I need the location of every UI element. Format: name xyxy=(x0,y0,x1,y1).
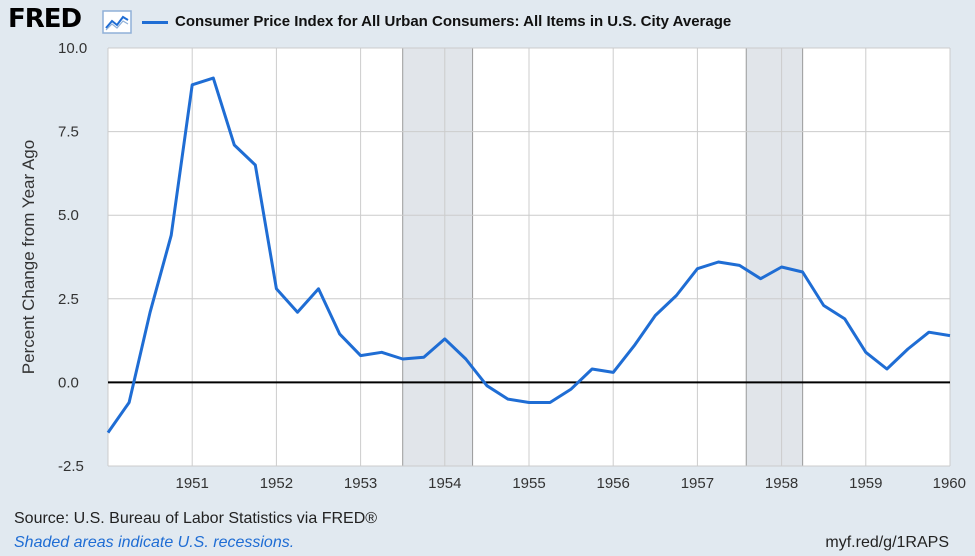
data-point xyxy=(801,271,804,274)
data-point xyxy=(191,83,194,86)
data-point xyxy=(233,143,236,146)
data-point xyxy=(170,234,173,237)
gridlines xyxy=(107,47,951,467)
x-tick-label: 1956 xyxy=(597,475,630,492)
data-point xyxy=(738,264,741,267)
data-point xyxy=(359,354,362,357)
data-point xyxy=(443,337,446,340)
y-tick-label: 10.0 xyxy=(58,40,87,57)
data-point xyxy=(864,351,867,354)
data-point xyxy=(296,311,299,314)
recession-band xyxy=(746,48,803,466)
data-point xyxy=(317,287,320,290)
x-tick-label: 1957 xyxy=(681,475,714,492)
data-point xyxy=(485,384,488,387)
data-point xyxy=(633,344,636,347)
data-point xyxy=(212,77,215,80)
data-point xyxy=(927,331,930,334)
data-point xyxy=(654,314,657,317)
y-axis-ticks: 10.0 7.5 5.0 2.5 0.0 -2.5 xyxy=(58,40,87,475)
data-point xyxy=(612,371,615,374)
data-point xyxy=(254,164,257,167)
data-point xyxy=(149,311,152,314)
data-point xyxy=(422,356,425,359)
series-line xyxy=(106,76,951,434)
chart: 10.07.55.02.50.0-2.5 1951 1952 1953 1954 195… xyxy=(19,40,966,492)
data-point xyxy=(338,332,341,335)
data-point xyxy=(949,334,952,337)
fred-logo[interactable]: FRED xyxy=(8,4,82,34)
x-tick-label: 1953 xyxy=(344,475,377,492)
short-link[interactable]: myf.red/g/1RAPS xyxy=(825,534,949,551)
recession-band xyxy=(402,48,473,466)
data-point xyxy=(506,398,509,401)
data-point xyxy=(759,277,762,280)
data-point xyxy=(717,261,720,264)
source-note: Source: U.S. Bureau of Labor Statistics … xyxy=(14,510,378,527)
x-tick-label: 1954 xyxy=(428,475,461,492)
x-tick-label: 1959 xyxy=(849,475,882,492)
data-point xyxy=(906,347,909,350)
y-tick-label: 2.5 xyxy=(58,291,79,308)
x-tick-label: 1952 xyxy=(260,475,293,492)
data-point xyxy=(464,357,467,360)
data-point xyxy=(107,431,110,434)
y-tick-label: 0.0 xyxy=(58,374,79,391)
recession-note: Shaded areas indicate U.S. recessions. xyxy=(14,534,295,551)
x-tick-label: 1958 xyxy=(765,475,798,492)
data-point xyxy=(549,401,552,404)
data-point xyxy=(275,287,278,290)
data-point xyxy=(780,266,783,269)
legend-label: Consumer Price Index for All Urban Consu… xyxy=(175,13,732,30)
y-tick-label: 5.0 xyxy=(58,207,79,224)
data-point xyxy=(675,294,678,297)
data-point xyxy=(591,368,594,371)
x-tick-label: 1955 xyxy=(512,475,545,492)
data-point xyxy=(128,401,131,404)
data-point xyxy=(380,351,383,354)
recession-shading xyxy=(402,48,804,466)
legend-swatch xyxy=(142,21,168,24)
chart-line-icon xyxy=(102,10,132,34)
x-tick-label: 1951 xyxy=(176,475,209,492)
data-point xyxy=(885,368,888,371)
y-axis-label: Percent Change from Year Ago xyxy=(19,140,38,374)
y-tick-label: 7.5 xyxy=(58,124,79,141)
data-point xyxy=(528,401,531,404)
data-point xyxy=(822,304,825,307)
data-point xyxy=(401,357,404,360)
y-tick-label: -2.5 xyxy=(58,458,84,475)
header: FRED Consumer Price Index for All Urban … xyxy=(0,0,975,44)
data-point xyxy=(696,267,699,270)
data-point xyxy=(843,317,846,320)
data-point xyxy=(570,388,573,391)
x-tick-label: 1960 xyxy=(933,475,966,492)
x-axis-ticks: 1951 1952 1953 1954 1955 1956 1957 1958 1959 1960 xyxy=(176,475,966,492)
